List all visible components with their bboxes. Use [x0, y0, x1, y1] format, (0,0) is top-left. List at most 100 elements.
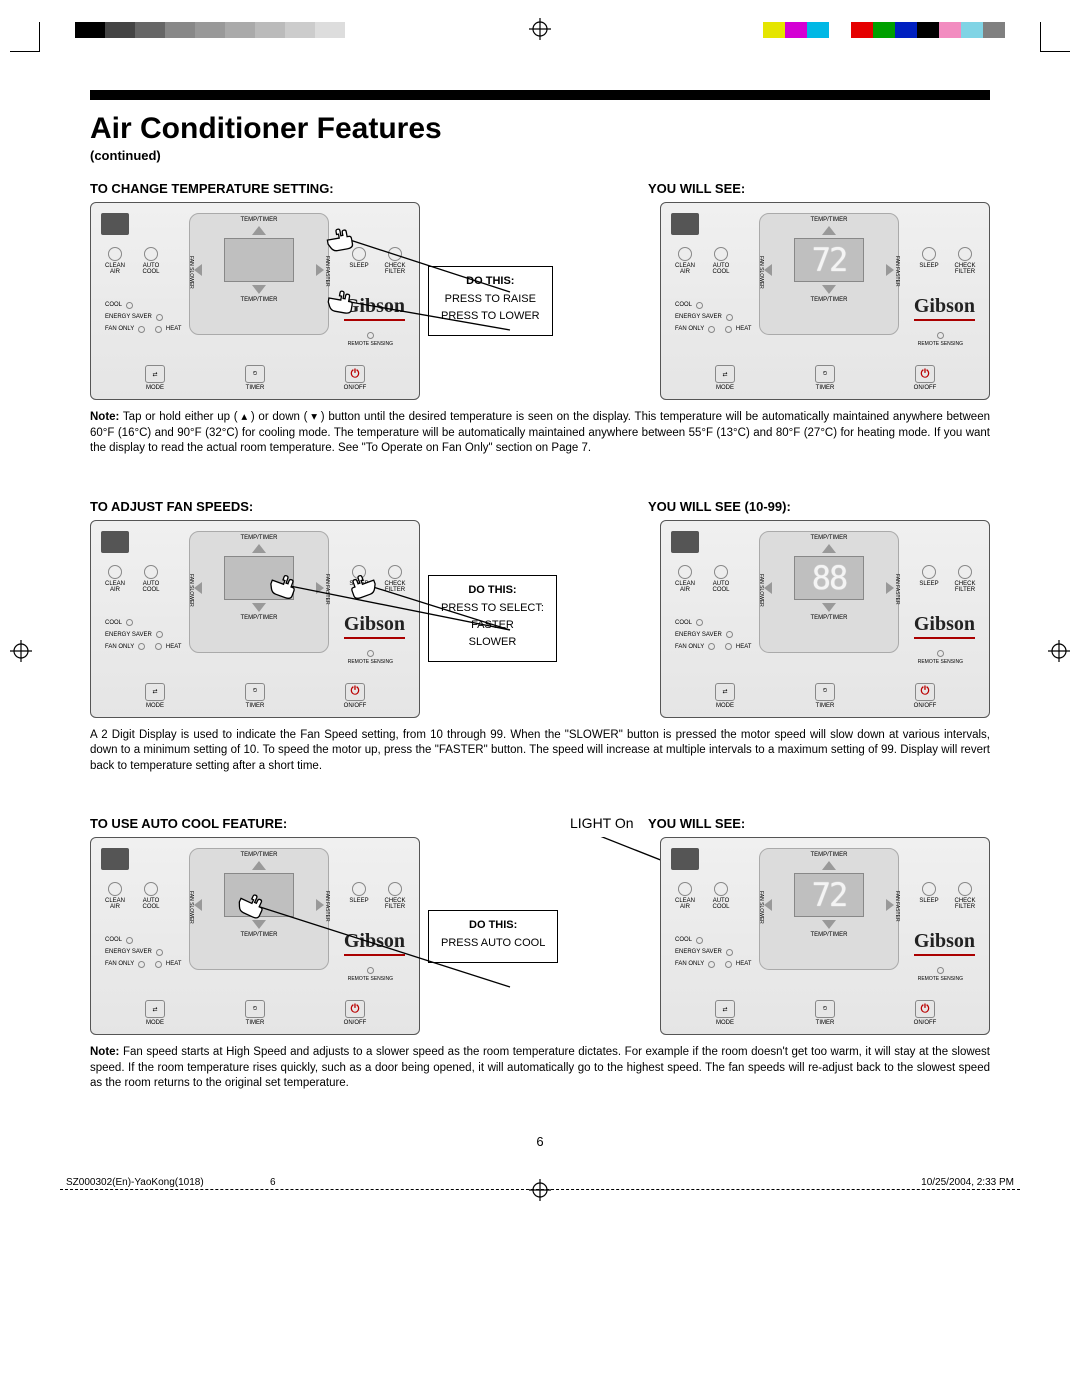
mode-button[interactable]: ⇄MODE	[697, 683, 753, 709]
fan-slower-button[interactable]	[194, 582, 202, 594]
power-button[interactable]: ⏻ON/OFF	[897, 683, 953, 709]
display-area: TEMP/TIMER FAN SLOWERFAN FASTER TEMP/TIM…	[189, 531, 329, 653]
temp-down-button[interactable]	[822, 603, 836, 612]
sleep-button[interactable]: SLEEP	[915, 247, 943, 275]
auto-cool-button[interactable]: AUTO COOL	[137, 565, 165, 593]
power-button[interactable]: ⏻ON/OFF	[897, 365, 953, 391]
control-panel: CLEAN AIR AUTO COOL SLEEP CHECK FILTER C…	[90, 520, 420, 718]
temp-down-button[interactable]	[822, 285, 836, 294]
do-this-box: DO THIS: PRESS AUTO COOL	[428, 910, 558, 963]
do-instruction: FASTER	[441, 619, 544, 632]
top-button-row: CLEAN AIR AUTO COOL	[671, 882, 735, 910]
display-area: TEMP/TIMER FAN SLOWERFAN FASTER TEMP/TIM…	[189, 213, 329, 335]
temp-down-button[interactable]	[252, 285, 266, 294]
control-panel: CLEAN AIR AUTO COOL SLEEP CHECK FILTER C…	[660, 520, 990, 718]
display-area: TEMP/TIMER FAN SLOWERFAN FASTER 72 TEMP/…	[759, 213, 899, 335]
mode-button[interactable]: ⇄MODE	[127, 365, 183, 391]
brand-logo: Gibson	[914, 930, 975, 956]
do-instruction: PRESS TO LOWER	[441, 310, 540, 323]
section-note: Note: Tap or hold either up ( ▴ ) or dow…	[90, 410, 990, 457]
mode-button[interactable]: ⇄MODE	[127, 1000, 183, 1026]
fan-faster-button[interactable]	[316, 899, 324, 911]
fan-slower-button[interactable]	[764, 899, 772, 911]
fan-faster-button[interactable]	[886, 264, 894, 276]
fan-faster-button[interactable]	[886, 582, 894, 594]
mode-button[interactable]: ⇄MODE	[127, 683, 183, 709]
do-instruction: PRESS TO SELECT:	[441, 602, 544, 615]
temp-up-button[interactable]	[252, 544, 266, 553]
fan-slower-button[interactable]	[764, 264, 772, 276]
check-filter-button[interactable]: CHECK FILTER	[381, 882, 409, 910]
do-instruction: SLOWER	[441, 636, 544, 649]
feature-section: TO USE AUTO COOL FEATURE: YOU WILL SEE: …	[90, 816, 990, 1110]
check-filter-button[interactable]: CHECK FILTER	[951, 247, 979, 275]
fan-slower-button[interactable]	[194, 264, 202, 276]
check-filter-button[interactable]: CHECK FILTER	[951, 882, 979, 910]
temp-up-button[interactable]	[252, 861, 266, 870]
do-this-heading: DO THIS:	[441, 919, 545, 931]
clean-air-button[interactable]: CLEAN AIR	[101, 247, 129, 275]
registration-cross	[529, 1179, 551, 1206]
auto-cool-button[interactable]: AUTO COOL	[137, 247, 165, 275]
temp-up-button[interactable]	[822, 544, 836, 553]
mode-button[interactable]: ⇄MODE	[697, 365, 753, 391]
timer-button[interactable]: ⏲TIMER	[227, 683, 283, 709]
fan-slower-button[interactable]	[764, 582, 772, 594]
mode-button[interactable]: ⇄MODE	[697, 1000, 753, 1026]
sleep-button[interactable]: SLEEP	[915, 882, 943, 910]
clean-air-button[interactable]: CLEAN AIR	[101, 565, 129, 593]
section-left-heading: TO USE AUTO COOL FEATURE:	[90, 816, 540, 831]
page-title: Air Conditioner Features	[90, 112, 990, 146]
clean-air-button[interactable]: CLEAN AIR	[101, 882, 129, 910]
mode-indicators: COOL ENERGY SAVER FAN ONLY HEAT	[675, 934, 751, 970]
registration-cross	[10, 640, 32, 667]
footer: SZ000302(En)-YaoKong(1018) 6 10/25/2004,…	[60, 1179, 1020, 1219]
clean-air-button[interactable]: CLEAN AIR	[671, 247, 699, 275]
clean-air-button[interactable]: CLEAN AIR	[671, 882, 699, 910]
auto-cool-button[interactable]: AUTO COOL	[707, 247, 735, 275]
brand-logo: Gibson	[344, 930, 405, 956]
temp-up-button[interactable]	[822, 861, 836, 870]
energy-star-icon	[671, 531, 699, 553]
sleep-button[interactable]: SLEEP	[345, 882, 373, 910]
remote-sensing-indicator: REMOTE SENSING	[348, 650, 393, 665]
timer-button[interactable]: ⏲TIMER	[227, 365, 283, 391]
energy-star-icon	[101, 213, 129, 235]
top-button-row: CLEAN AIR AUTO COOL	[671, 247, 735, 275]
check-filter-button[interactable]: CHECK FILTER	[381, 565, 409, 593]
check-filter-button[interactable]: CHECK FILTER	[381, 247, 409, 275]
registration-cross	[529, 18, 551, 45]
fan-slower-button[interactable]	[194, 899, 202, 911]
fan-faster-button[interactable]	[886, 899, 894, 911]
temp-up-button[interactable]	[252, 226, 266, 235]
power-button[interactable]: ⏻ON/OFF	[327, 683, 383, 709]
do-instruction: PRESS TO RAISE	[441, 293, 540, 306]
temp-up-button[interactable]	[822, 226, 836, 235]
clean-air-button[interactable]: CLEAN AIR	[671, 565, 699, 593]
power-button[interactable]: ⏻ON/OFF	[327, 365, 383, 391]
control-panel: CLEAN AIR AUTO COOL SLEEP CHECK FILTER C…	[90, 837, 420, 1035]
energy-star-icon	[671, 213, 699, 235]
section-right-heading: YOU WILL SEE (10-99):	[648, 499, 990, 514]
control-panel: CLEAN AIR AUTO COOL SLEEP CHECK FILTER C…	[660, 837, 990, 1035]
power-button[interactable]: ⏻ON/OFF	[897, 1000, 953, 1026]
timer-button[interactable]: ⏲TIMER	[227, 1000, 283, 1026]
auto-cool-button[interactable]: AUTO COOL	[137, 882, 165, 910]
sleep-button[interactable]: SLEEP	[915, 565, 943, 593]
fan-faster-button[interactable]	[316, 264, 324, 276]
auto-cool-button[interactable]: AUTO COOL	[707, 882, 735, 910]
energy-star-icon	[671, 848, 699, 870]
do-this-heading: DO THIS:	[441, 275, 540, 287]
mode-indicators: COOL ENERGY SAVER FAN ONLY HEAT	[675, 617, 751, 653]
remote-sensing-indicator: REMOTE SENSING	[918, 967, 963, 982]
power-button[interactable]: ⏻ON/OFF	[327, 1000, 383, 1026]
timer-button[interactable]: ⏲TIMER	[797, 1000, 853, 1026]
temp-down-button[interactable]	[252, 603, 266, 612]
fan-faster-button[interactable]	[316, 582, 324, 594]
timer-button[interactable]: ⏲TIMER	[797, 365, 853, 391]
timer-button[interactable]: ⏲TIMER	[797, 683, 853, 709]
auto-cool-button[interactable]: AUTO COOL	[707, 565, 735, 593]
temp-down-button[interactable]	[822, 920, 836, 929]
check-filter-button[interactable]: CHECK FILTER	[951, 565, 979, 593]
energy-star-icon	[101, 531, 129, 553]
